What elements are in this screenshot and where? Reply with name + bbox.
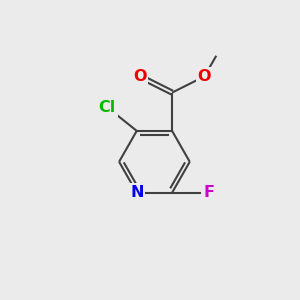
Text: O: O: [198, 69, 211, 84]
Text: Cl: Cl: [99, 100, 116, 115]
Text: O: O: [133, 69, 146, 84]
Text: F: F: [203, 185, 214, 200]
Text: N: N: [130, 185, 143, 200]
